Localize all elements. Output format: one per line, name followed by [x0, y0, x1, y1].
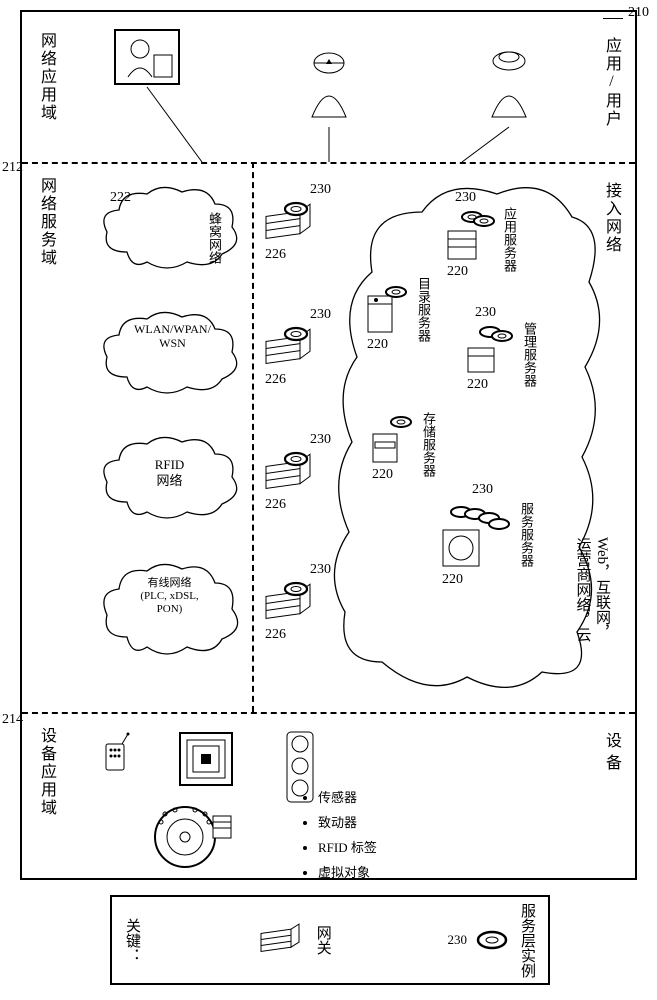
title-device-domain: 设备应用域 [34, 727, 58, 817]
server-storage [367, 412, 417, 467]
dev-item-2: RFID 标签 [318, 837, 377, 856]
rfid-tag-icon [177, 730, 235, 788]
legend-230: 230 [448, 932, 468, 948]
dev-item-1: 致动器 [318, 812, 377, 831]
label-service: 服务服务器 [517, 502, 536, 567]
gateway-2 [262, 322, 317, 377]
footer-device: 设备 [599, 732, 623, 776]
server-directory [362, 282, 412, 337]
divider-app-service [22, 162, 635, 164]
ref-220-storage: 220 [372, 467, 393, 483]
main-diagram-box: 网络应用域 网络服务域 设备应用域 应用/用户 接入网络 设备 蜂窝网络 WLA… [20, 10, 637, 880]
server-mgmt [462, 322, 517, 382]
server-app [442, 207, 497, 267]
title-service-domain: 网络服务域 [34, 177, 58, 267]
cloud-cellular-label: 蜂窝网络 [117, 212, 222, 264]
app-connector-lines [22, 12, 639, 162]
ref-210: 210 [628, 5, 649, 21]
ref-226-2: 226 [265, 372, 286, 388]
dev-item-3: 虚拟对象 [318, 862, 377, 881]
remote-icon [100, 732, 132, 774]
ref-212: 212 [2, 160, 23, 176]
label-storage: 存储服务器 [419, 412, 438, 477]
ref-230-mgmt: 230 [475, 305, 496, 321]
ref-230-service: 230 [472, 482, 493, 498]
divider-access-gateway [252, 162, 254, 712]
label-directory: 目录服务器 [414, 277, 433, 342]
cloud-wlan-label: WLAN/WPAN/ WSN [115, 322, 230, 351]
cloud-rfid-label: RFID 网络 [117, 457, 222, 488]
ref-220-service: 220 [442, 572, 463, 588]
ref-220-app: 220 [447, 264, 468, 280]
ref-222: 222 [110, 190, 131, 206]
device-list: 传感器 致动器 RFID 标签 虚拟对象 [302, 787, 377, 887]
ref-226-3: 226 [265, 497, 286, 513]
ref-220-dir: 220 [367, 337, 388, 353]
gateway-1 [262, 197, 317, 252]
divider-service-device [22, 712, 635, 714]
legend: 关键： 网关 230 服务层实例 [110, 895, 550, 985]
ref-230-app: 230 [455, 190, 476, 206]
lead-210 [603, 18, 623, 19]
ref-214: 214 [2, 712, 23, 728]
legend-gateway: 网关 [257, 920, 334, 960]
label-app: 应用服务器 [500, 207, 519, 272]
service-layer-legend-icon [475, 928, 509, 952]
legend-service-label: 服务层实例 [517, 903, 538, 978]
ref-226-4: 226 [265, 627, 286, 643]
legend-gateway-label: 网关 [313, 925, 334, 955]
tire-sensor-icon [147, 802, 237, 872]
label-mgmt: 管理服务器 [520, 322, 539, 387]
ref-220-mgmt: 220 [467, 377, 488, 393]
dev-item-0: 传感器 [318, 787, 377, 806]
server-service [437, 502, 512, 572]
gateway-3 [262, 447, 317, 502]
legend-service-layer: 230 服务层实例 [448, 903, 539, 978]
gateway-legend-icon [257, 920, 305, 960]
cloud-wired-label: 有线网络 (PLC, xDSL, PON) [112, 577, 227, 617]
ref-226-1: 226 [265, 247, 286, 263]
cloud-core-label: Web，互联网， 运营商网络，云 [572, 537, 611, 642]
legend-title: 关键： [122, 918, 143, 963]
gateway-4 [262, 577, 317, 632]
